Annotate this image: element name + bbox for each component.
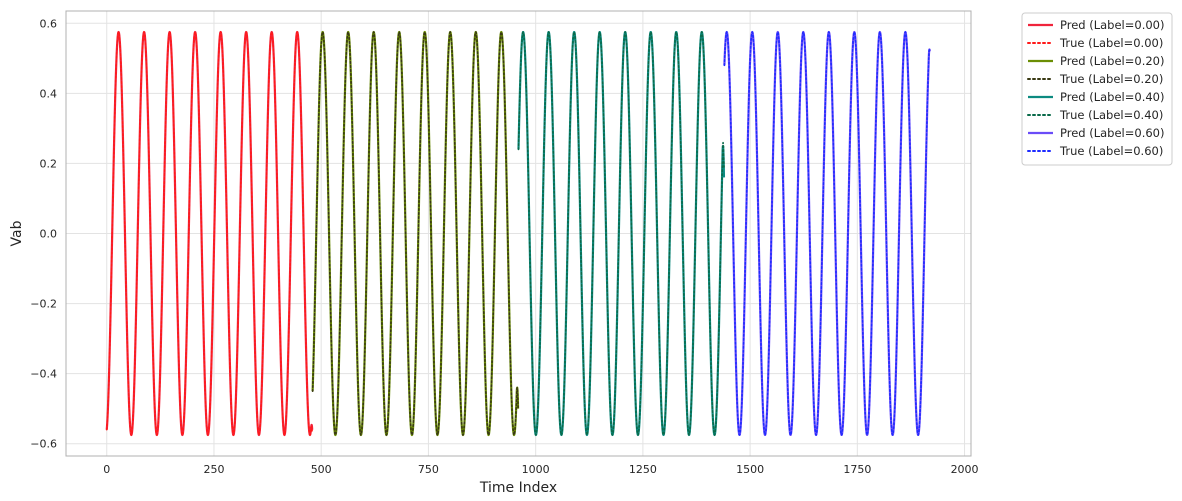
y-tick-label: 0.0: [40, 228, 58, 241]
series-line-true-label-0-60: [723, 31, 931, 436]
x-tick-label: 1500: [736, 463, 764, 476]
x-tick-label: 1750: [843, 463, 871, 476]
legend: Pred (Label=0.00) True (Label=0.00) Pred (…: [1021, 12, 1173, 166]
y-tick-label: −0.2: [30, 298, 57, 311]
y-tick-label: 0.6: [40, 17, 58, 30]
x-tick-label: 1000: [522, 463, 550, 476]
legend-entry-label: True (Label=0.40): [1059, 108, 1163, 122]
tick-labels: 0 250 500 750 1000 1250 1500 1750 2000 −0.6 −0.4 −0…: [30, 17, 978, 476]
x-tick-label: 750: [418, 463, 439, 476]
x-tick-label: 2000: [951, 463, 979, 476]
legend-entry-label: Pred (Label=0.40): [1060, 90, 1164, 104]
legend-entry-label: Pred (Label=0.60): [1060, 126, 1164, 140]
legend-entry-label: Pred (Label=0.00): [1060, 18, 1164, 32]
legend-entry-label: Pred (Label=0.20): [1060, 54, 1164, 68]
x-tick-label: 0: [103, 463, 110, 476]
legend-entry-label: True (Label=0.00): [1059, 36, 1163, 50]
x-tick-label: 500: [311, 463, 332, 476]
series-line-true-label-0-40: [517, 31, 725, 436]
series-lines: [105, 30, 931, 437]
y-tick-label: 0.4: [40, 87, 58, 100]
y-tick-label: 0.2: [40, 157, 58, 170]
x-axis-label: Time Index: [479, 480, 557, 496]
x-tick-label: 1250: [629, 463, 657, 476]
y-tick-label: −0.6: [30, 438, 57, 451]
legend-entry-label: True (Label=0.60): [1059, 144, 1163, 158]
series-line-true-label-0-20: [311, 31, 519, 436]
y-axis-label: Vab: [9, 220, 25, 246]
series-line-true-label-0-00: [105, 31, 313, 436]
legend-box: [1021, 12, 1173, 166]
plot-frame: [65, 10, 972, 457]
x-tick-label: 250: [203, 463, 224, 476]
y-tick-label: −0.4: [30, 368, 57, 381]
legend-entry-label: True (Label=0.20): [1059, 72, 1163, 86]
